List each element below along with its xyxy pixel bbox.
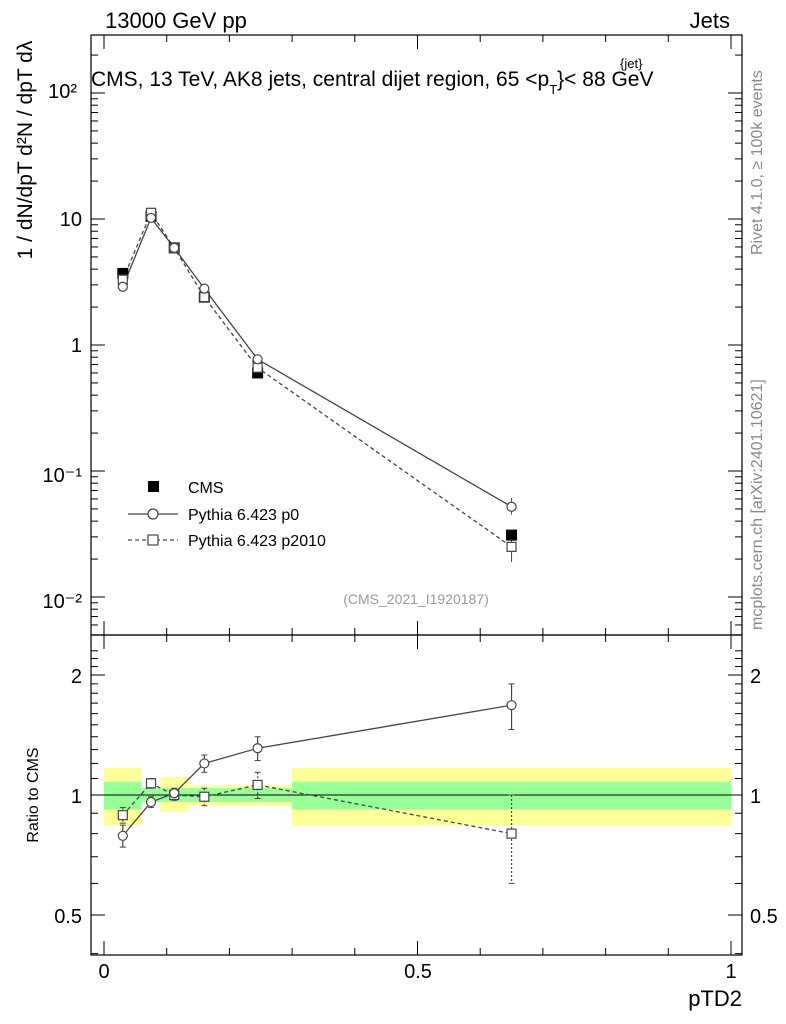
plot-title-main: CMS, 13 TeV, AK8 jets, central dijet reg… bbox=[91, 68, 549, 91]
plot-title: CMS, 13 TeV, AK8 jets, central dijet reg… bbox=[91, 68, 653, 97]
p2010-point bbox=[199, 291, 210, 303]
analysis-id: (CMS_2021_I1920187) bbox=[343, 591, 489, 607]
ratio-ytick-1-right: 1 bbox=[750, 786, 761, 808]
ratio-ytick-0-5-right: 0.5 bbox=[750, 906, 778, 928]
top-ylabel: 1 / dN/dpT d²N / dpT dλ bbox=[14, 40, 37, 259]
p2010-ratio-point bbox=[199, 791, 210, 802]
ratio-ytick-1: 1 bbox=[71, 786, 82, 808]
p0-point bbox=[117, 281, 128, 292]
p0-ratio-line bbox=[122, 704, 512, 837]
xtick-1: 1 bbox=[725, 961, 736, 983]
top-series-layer bbox=[117, 207, 518, 562]
legend-p0-marker bbox=[147, 508, 159, 520]
ratio-band-stat bbox=[104, 781, 142, 810]
top-ytick-1: 1 bbox=[71, 335, 82, 357]
p0-point bbox=[199, 283, 210, 294]
ratio-series-layer bbox=[117, 683, 517, 884]
mcplots-label: mcplots.cern.ch [arXiv:2401.10621] bbox=[749, 379, 766, 630]
legend-cms-marker bbox=[148, 481, 159, 492]
ratio-ytick-2-right: 2 bbox=[750, 666, 761, 688]
ratio-ytick-2: 2 bbox=[71, 666, 82, 688]
p0-point bbox=[169, 242, 180, 253]
p0-line bbox=[122, 216, 512, 508]
p0-point bbox=[145, 212, 157, 224]
plot-title-tail: }< 88 GeV bbox=[557, 68, 653, 91]
p0-ratio-point bbox=[117, 830, 128, 841]
top-ytick-0-01: 10⁻² bbox=[43, 591, 83, 613]
axis-ticks bbox=[91, 35, 742, 955]
p0-ratio-point bbox=[145, 796, 157, 808]
xtick-0: 0 bbox=[98, 961, 109, 983]
ratio-ytick-0-5: 0.5 bbox=[54, 906, 82, 928]
header-left: 13000 GeV pp bbox=[105, 8, 247, 33]
p0-ratio-point bbox=[506, 700, 517, 711]
ratio-uncertainty-bands bbox=[104, 767, 731, 826]
legend-p2010-marker bbox=[147, 534, 159, 546]
p2010-ratio-point bbox=[506, 828, 517, 839]
plot-title-sub: T bbox=[549, 82, 557, 97]
top-ytick-0-1: 10⁻¹ bbox=[43, 465, 83, 487]
p2010-ratio-point bbox=[252, 779, 263, 791]
p2010-ratio-point bbox=[117, 810, 128, 821]
legend-p0-label: Pythia 6.423 p0 bbox=[188, 507, 299, 524]
cms-point bbox=[117, 267, 129, 279]
p0-ratio-point bbox=[199, 758, 210, 769]
ratio-ylabel: Ratio to CMS bbox=[25, 747, 42, 842]
p2010-point bbox=[506, 541, 517, 552]
top-ytick-100: 10² bbox=[48, 81, 77, 103]
p0-point bbox=[252, 354, 263, 365]
xlabel: pTD2 bbox=[688, 986, 742, 1011]
cms-point bbox=[252, 367, 264, 379]
p2010-ratio-point bbox=[145, 778, 157, 789]
legend: CMS Pythia 6.423 p0 Pythia 6.423 p2010 bbox=[128, 480, 326, 550]
rivet-label: Rivet 4.1.0, ≥ 100k events bbox=[749, 70, 766, 255]
p0-ratio-point bbox=[169, 788, 180, 799]
p0-point bbox=[506, 501, 517, 512]
p2010-ratio-line bbox=[122, 782, 512, 835]
p2010-point bbox=[252, 362, 263, 373]
cms-point bbox=[506, 529, 518, 541]
p0-ratio-point bbox=[252, 743, 263, 754]
xtick-0-5: 0.5 bbox=[404, 961, 432, 983]
top-ytick-10: 10 bbox=[60, 209, 82, 231]
p2010-line bbox=[122, 211, 512, 548]
legend-p2010-label: Pythia 6.423 p2010 bbox=[188, 533, 326, 550]
legend-cms-label: CMS bbox=[188, 480, 224, 497]
plot-title-sup: {jet} bbox=[620, 56, 643, 71]
header-right: Jets bbox=[690, 8, 730, 33]
